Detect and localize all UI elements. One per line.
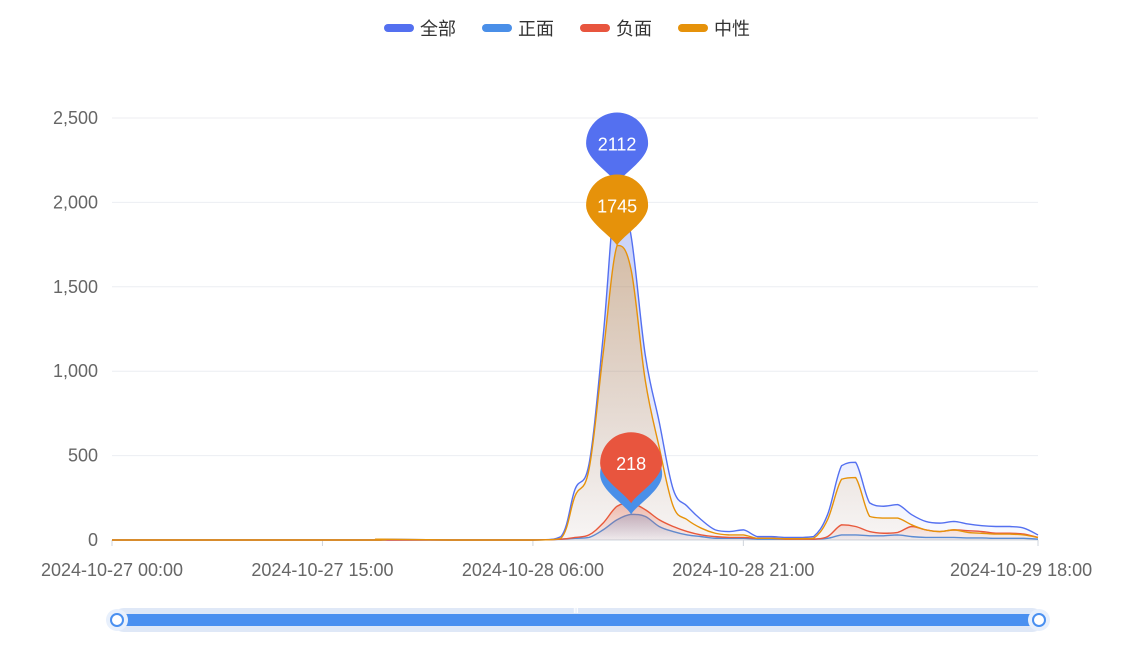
x-axis: 2024-10-27 00:00 2024-10-27 15:00 2024-10-… xyxy=(41,540,1092,580)
max-pin-all: 2112 xyxy=(586,112,649,184)
series-line-neutral xyxy=(112,244,1039,541)
zoom-start-handle[interactable] xyxy=(106,609,128,631)
max-pin-neutral: 1745 xyxy=(586,174,649,246)
zoom-grip-icon[interactable]: III xyxy=(573,606,579,616)
legend-item-all[interactable]: 全部 xyxy=(384,15,456,41)
legend-swatch-negative xyxy=(580,24,610,32)
y-tick-label: 1,000 xyxy=(53,361,98,381)
data-zoom-slider[interactable]: III xyxy=(106,606,1050,636)
x-tick-label: 2024-10-28 21:00 xyxy=(672,560,814,580)
y-tick-label: 2,500 xyxy=(53,108,98,128)
legend-item-neutral[interactable]: 中性 xyxy=(678,15,750,41)
y-tick-label: 1,500 xyxy=(53,277,98,297)
max-pin-shape-neutral xyxy=(586,174,649,246)
x-tick-label: 2024-10-27 00:00 xyxy=(41,560,183,580)
y-tick-label: 0 xyxy=(88,530,98,550)
grid-lines xyxy=(112,117,1038,541)
max-pin-label-all: 2112 xyxy=(598,134,637,154)
max-pin-label-neutral: 1745 xyxy=(597,196,637,216)
max-pin-label-negative: 218 xyxy=(616,454,646,474)
y-tick-label: 2,000 xyxy=(53,192,98,212)
max-markers: 21121745152218 xyxy=(586,112,663,515)
series-line-all xyxy=(112,182,1039,541)
sentiment-area-chart: 0 500 1,000 1,500 2,000 2,500 2024-10-27 00:0… xyxy=(41,108,1092,580)
legend-item-negative[interactable]: 负面 xyxy=(580,15,652,41)
legend-swatch-positive xyxy=(482,24,512,32)
legend-item-positive[interactable]: 正面 xyxy=(482,15,554,41)
x-tick-label: 2024-10-29 18:00 xyxy=(950,560,1092,580)
legend-swatch-all xyxy=(384,24,414,32)
x-tick-label: 2024-10-27 15:00 xyxy=(251,560,393,580)
legend-label-neutral: 中性 xyxy=(714,19,750,40)
max-pin-shape-all xyxy=(586,112,649,184)
series-area-all xyxy=(112,183,1038,541)
y-tick-label: 500 xyxy=(68,446,98,466)
legend-label-positive: 正面 xyxy=(518,19,554,40)
series-areas xyxy=(112,182,1039,541)
x-tick-label: 2024-10-28 06:00 xyxy=(462,560,604,580)
max-pin-negative: 218 xyxy=(600,432,663,504)
legend-label-negative: 负面 xyxy=(616,19,652,40)
y-axis: 0 500 1,000 1,500 2,000 2,500 xyxy=(53,108,98,550)
legend-label-all: 全部 xyxy=(420,19,456,40)
zoom-end-handle[interactable] xyxy=(1028,609,1050,631)
chart-legend: 全部 正面 负面 中性 xyxy=(0,14,1134,42)
max-pin-shape-negative xyxy=(600,432,663,504)
legend-swatch-neutral xyxy=(678,24,708,32)
zoom-selected-range[interactable] xyxy=(118,614,1038,626)
